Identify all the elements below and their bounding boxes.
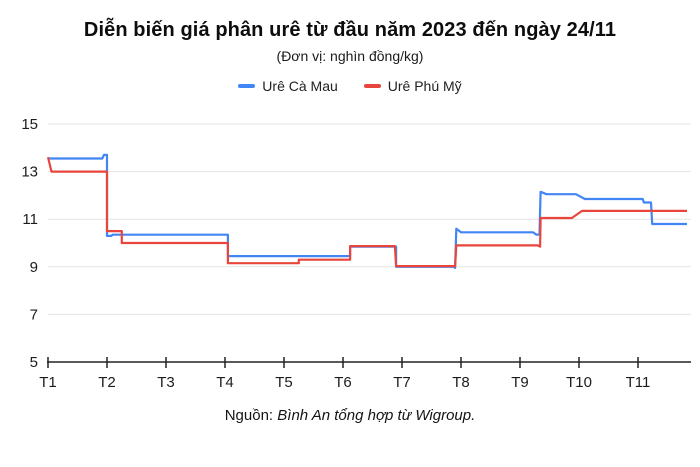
legend-dash-blue-icon [238,84,256,88]
svg-text:T3: T3 [157,374,175,391]
svg-text:T1: T1 [39,374,57,391]
svg-text:T10: T10 [566,374,592,391]
svg-text:T6: T6 [334,374,352,391]
source-prefix: Nguồn: [224,407,274,424]
svg-text:5: 5 [30,354,38,371]
source-text: Bình An tổng hợp từ Wigroup. [277,407,476,424]
svg-text:T9: T9 [511,374,529,391]
chart-canvas: 5 7 9 11 13 15 T1 T2 T3 T4 T5 T6 T7 T8 T9 T10 T11 [21,116,691,391]
legend-dash-red-icon [363,84,381,88]
svg-text:T4: T4 [216,374,234,391]
legend-item-ure-ca-mau: Urê Cà Mau [238,78,338,94]
chart-unit-subtitle: (Đơn vị: nghìn đồng/kg) [276,48,424,64]
legend-item-ure-phu-my: Urê Phú Mỹ [363,78,462,94]
svg-text:7: 7 [30,306,38,323]
svg-text:13: 13 [21,164,38,181]
legend-label: Urê Cà Mau [262,78,338,94]
chart-title: Diễn biến giá phân urê từ đầu năm 2023 đ… [83,19,617,41]
svg-text:T7: T7 [393,374,411,391]
chart-legend: Urê Cà Mau Urê Phú Mỹ [0,78,700,94]
svg-text:T8: T8 [452,374,470,391]
svg-text:9: 9 [30,259,38,276]
svg-text:T5: T5 [275,374,293,391]
source-note: Nguồn: Bình An tổng hợp từ Wigroup. [0,407,700,424]
svg-text:T2: T2 [98,374,116,391]
svg-text:11: 11 [22,211,38,228]
legend-label: Urê Phú Mỹ [387,78,462,94]
svg-text:T11: T11 [626,374,651,391]
chart-area: 5 7 9 11 13 15 T1 T2 T3 T4 T5 T6 T7 T8 T9 T10 T11 [0,110,700,400]
svg-text:15: 15 [21,116,38,133]
